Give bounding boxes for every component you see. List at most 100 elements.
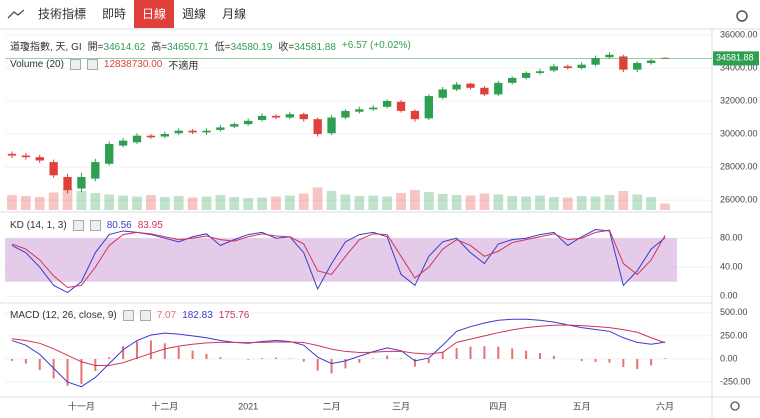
toolbar: 技術指標 即時 日線 週線 月線 xyxy=(0,0,760,28)
volume-bar xyxy=(132,196,142,210)
volume-bar xyxy=(521,196,531,210)
candle-body xyxy=(7,153,17,156)
volume-name: Volume (20) xyxy=(10,59,64,70)
volume-bar xyxy=(618,191,629,210)
candle-body xyxy=(355,109,364,112)
kd-title: KD (14, 1, 3) xyxy=(10,220,67,231)
macd-hist-bar xyxy=(177,347,180,359)
macd-hist-bar xyxy=(386,355,389,359)
macd-hist-bar xyxy=(136,341,139,359)
candle-body xyxy=(452,84,461,90)
macd-hist-bar xyxy=(608,359,611,363)
volume-bar xyxy=(285,195,295,210)
volume-bar xyxy=(187,197,198,210)
candle-body xyxy=(91,162,100,179)
volume-bar xyxy=(7,195,17,210)
k-value: 80.56 xyxy=(106,220,132,231)
d-value: 83.95 xyxy=(137,220,163,231)
macd-hist-bar xyxy=(594,359,597,362)
macd-hist-bar xyxy=(344,359,347,369)
macd-hist-bar xyxy=(261,358,264,359)
macd-hist-bar xyxy=(122,346,125,359)
signal-value: 175.76 xyxy=(218,310,250,321)
x-tick-label: 二月 xyxy=(323,401,341,411)
candle-body xyxy=(563,66,572,68)
candle-body xyxy=(549,66,559,71)
y-tick-label: 80.00 xyxy=(720,233,743,243)
open-label: 開= xyxy=(87,42,104,53)
volume-bar xyxy=(201,196,212,210)
button[interactable] xyxy=(86,59,98,70)
button[interactable] xyxy=(69,59,81,70)
volume-bar xyxy=(159,197,170,210)
candle-body xyxy=(494,82,503,95)
button[interactable] xyxy=(122,310,134,321)
settings-icon[interactable] xyxy=(736,10,748,22)
high-label: 高= xyxy=(151,42,168,53)
volume-bar xyxy=(146,195,156,210)
volume-bar xyxy=(549,197,559,210)
macd-hist-bar xyxy=(580,359,583,362)
volume-bar xyxy=(646,197,657,210)
volume-legend: Volume (20) 12838730.00 不適用 xyxy=(10,57,198,72)
candle-body xyxy=(257,115,267,120)
y-tick-label: 250.00 xyxy=(720,330,748,340)
button[interactable] xyxy=(139,310,151,321)
macd-hist-bar xyxy=(247,359,250,360)
volume-bar xyxy=(62,189,73,210)
toolbar-item[interactable]: 週線 xyxy=(182,7,207,21)
macd-hist-bar xyxy=(650,359,653,366)
macd-hist-bar xyxy=(163,343,166,359)
candle-body xyxy=(313,119,322,135)
x-tick-label: 六月 xyxy=(656,400,674,411)
macd-hist-bar xyxy=(205,353,208,359)
volume-bar xyxy=(76,191,87,210)
last-price-tag xyxy=(713,51,759,66)
axis-settings-icon[interactable] xyxy=(730,401,740,411)
x-tick-label: 四月 xyxy=(489,401,507,411)
volume-bar xyxy=(368,195,379,210)
candle-body xyxy=(160,134,169,137)
volume-bar xyxy=(229,197,240,210)
button[interactable] xyxy=(72,220,84,231)
candle-body xyxy=(49,162,58,176)
candle-body xyxy=(327,117,336,134)
candle-body xyxy=(396,101,406,111)
candle-body xyxy=(63,176,72,191)
volume-bar xyxy=(423,192,434,210)
macd-hist-bar xyxy=(108,357,111,359)
macd-hist-bar xyxy=(552,355,555,359)
macd-hist-bar xyxy=(358,359,361,363)
macd-hist-bar xyxy=(38,359,41,371)
macd-hist-bar xyxy=(302,359,305,362)
volume-bar xyxy=(562,197,573,210)
candle-body xyxy=(480,87,489,95)
button[interactable] xyxy=(89,220,101,231)
candle-body xyxy=(118,140,128,146)
toolbar-item[interactable]: 月線 xyxy=(222,7,247,21)
symbol: 道瓊指數, 天, GI xyxy=(10,42,82,53)
x-tick-label: 三月 xyxy=(392,401,410,411)
toolbar-item[interactable]: 技術指標 xyxy=(38,7,87,21)
toolbar-item[interactable]: 日線 xyxy=(134,0,175,28)
volume-bar xyxy=(312,187,323,210)
volume-bar xyxy=(20,196,31,210)
x-tick-label: 十二月 xyxy=(151,400,178,411)
candle-body xyxy=(535,71,545,73)
candle-body xyxy=(188,130,197,133)
volume-bar xyxy=(507,196,518,210)
volume-bar xyxy=(632,194,643,210)
volume-bar xyxy=(257,197,267,210)
volume-bar xyxy=(243,198,254,210)
volume-bar xyxy=(215,195,226,210)
toolbar-item[interactable]: 即時 xyxy=(102,7,127,21)
volume-bar xyxy=(437,194,448,210)
volume-bar xyxy=(104,194,115,210)
volume-bar xyxy=(354,196,365,210)
volume-bar xyxy=(118,195,128,210)
candle-body xyxy=(382,101,392,107)
kd-line xyxy=(11,229,666,289)
macd-hist-bar xyxy=(511,348,514,359)
open-value: 34614.62 xyxy=(103,42,146,53)
